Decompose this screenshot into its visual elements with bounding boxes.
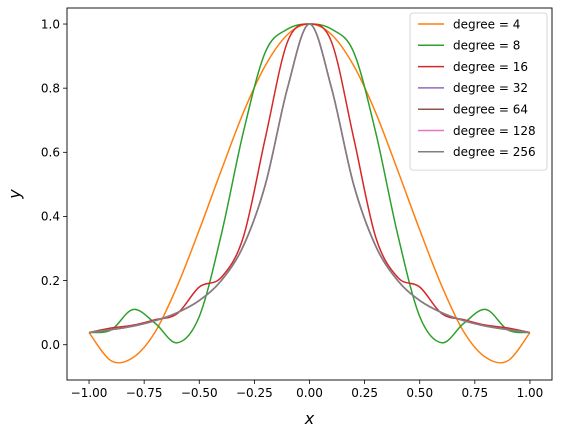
y-tick-label: 0.2: [41, 274, 60, 288]
legend-box: [409, 12, 548, 171]
y-tick-label: 0.6: [41, 146, 60, 160]
x-axis-label: x: [304, 409, 315, 428]
legend-entry-label: degree = 16: [453, 60, 528, 74]
series-layer: [88, 23, 531, 364]
x-tick-label: −0.75: [126, 386, 163, 400]
x-tick-label: 0.00: [296, 386, 323, 400]
x-tick-label: 0.25: [351, 386, 378, 400]
x-axis-ticks: −1.00 −0.75 −0.50 −0.25 0.00 0.25 0.50 0.75 1.00: [71, 380, 544, 400]
y-tick-label: 1.0: [41, 17, 60, 31]
x-tick-label: −1.00: [71, 386, 108, 400]
y-axis-label: y: [5, 189, 24, 200]
legend-entry-label: degree = 128: [453, 124, 536, 138]
legend-entry-label: degree = 8: [453, 39, 520, 53]
x-tick-label: −0.50: [181, 386, 218, 400]
legend-entry-label: degree = 32: [453, 81, 528, 95]
x-tick-label: −0.25: [236, 386, 273, 400]
legend-entry-label: degree = 4: [453, 17, 520, 31]
y-tick-label: 0.4: [41, 210, 60, 224]
x-tick-label: 0.75: [461, 386, 488, 400]
legend-entry-label: degree = 256: [453, 145, 536, 159]
series-line-degree-256: [88, 23, 531, 334]
x-tick-label: 0.50: [406, 386, 433, 400]
y-axis-ticks: 0.0 0.2 0.4 0.6 0.8 1.0: [41, 17, 67, 352]
y-tick-label: 0.0: [41, 338, 60, 352]
x-tick-label: 1.00: [517, 386, 544, 400]
y-tick-label: 0.8: [41, 81, 60, 95]
legend-entry-label: degree = 64: [453, 103, 528, 117]
legend: degree = 4 degree = 8 degree = 16 degree = …: [409, 12, 548, 171]
